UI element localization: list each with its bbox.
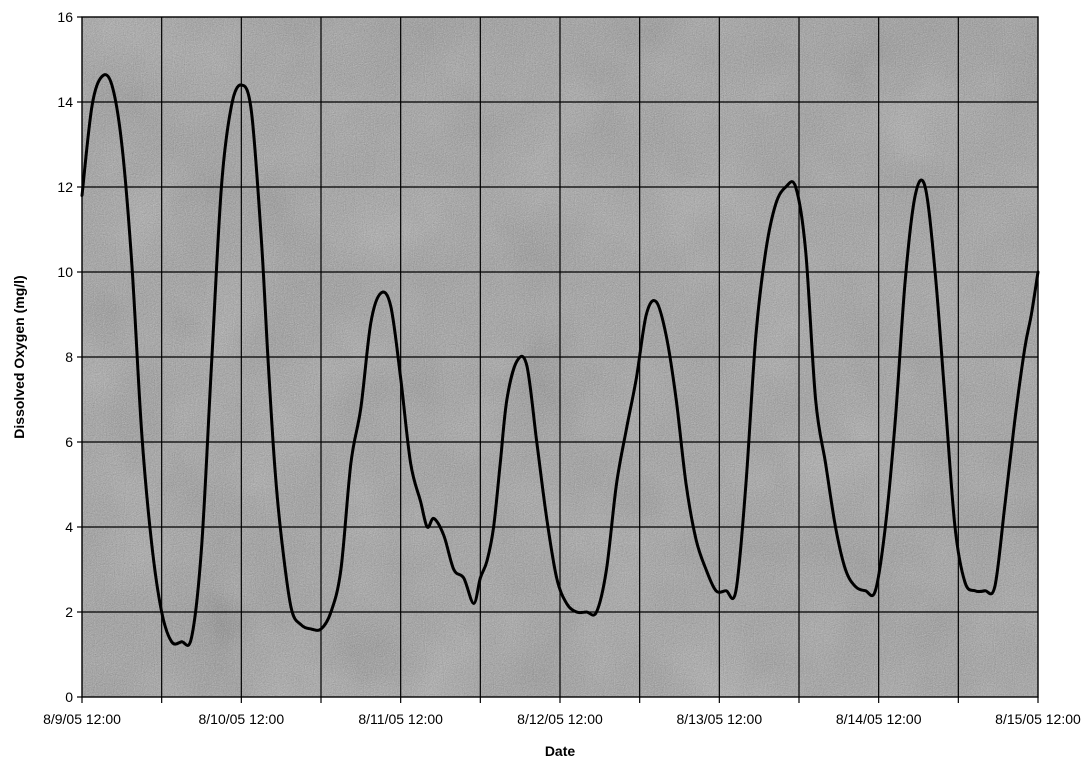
x-tick-label: 8/15/05 12:00 [995, 711, 1081, 727]
series-group [80, 73, 1040, 648]
y-tick-label: 16 [57, 9, 73, 25]
x-axis-tick-labels: 8/9/05 12:00 8/10/05 12:00 8/11/05 12:00 8/… [43, 711, 1081, 727]
y-tick-label: 4 [65, 519, 73, 535]
y-axis-tick-labels: 0 2 4 6 8 10 12 14 16 [57, 9, 73, 705]
x-axis-title: Date [545, 743, 576, 759]
y-tick-label: 14 [57, 94, 73, 110]
horizontal-gridlines [82, 101, 1038, 613]
y-tick-label: 6 [65, 434, 73, 450]
y-tick-label: 12 [57, 179, 73, 195]
x-tick-label: 8/11/05 12:00 [358, 711, 443, 727]
y-tick-label: 2 [65, 604, 73, 620]
y-tick-label: 0 [65, 689, 73, 705]
axes [77, 16, 1039, 703]
x-tick-label: 8/10/05 12:00 [199, 711, 285, 727]
dissolved-oxygen-series-line [80, 73, 1040, 648]
y-tick-label: 10 [57, 264, 73, 280]
x-tick-label: 8/12/05 12:00 [517, 711, 603, 727]
x-tick-label: 8/13/05 12:00 [677, 711, 763, 727]
x-tick-label: 8/14/05 12:00 [836, 711, 922, 727]
y-axis-title: Dissolved Oxygen (mg/l) [11, 275, 27, 438]
y-tick-label: 8 [65, 349, 73, 365]
x-tick-label: 8/9/05 12:00 [43, 711, 121, 727]
